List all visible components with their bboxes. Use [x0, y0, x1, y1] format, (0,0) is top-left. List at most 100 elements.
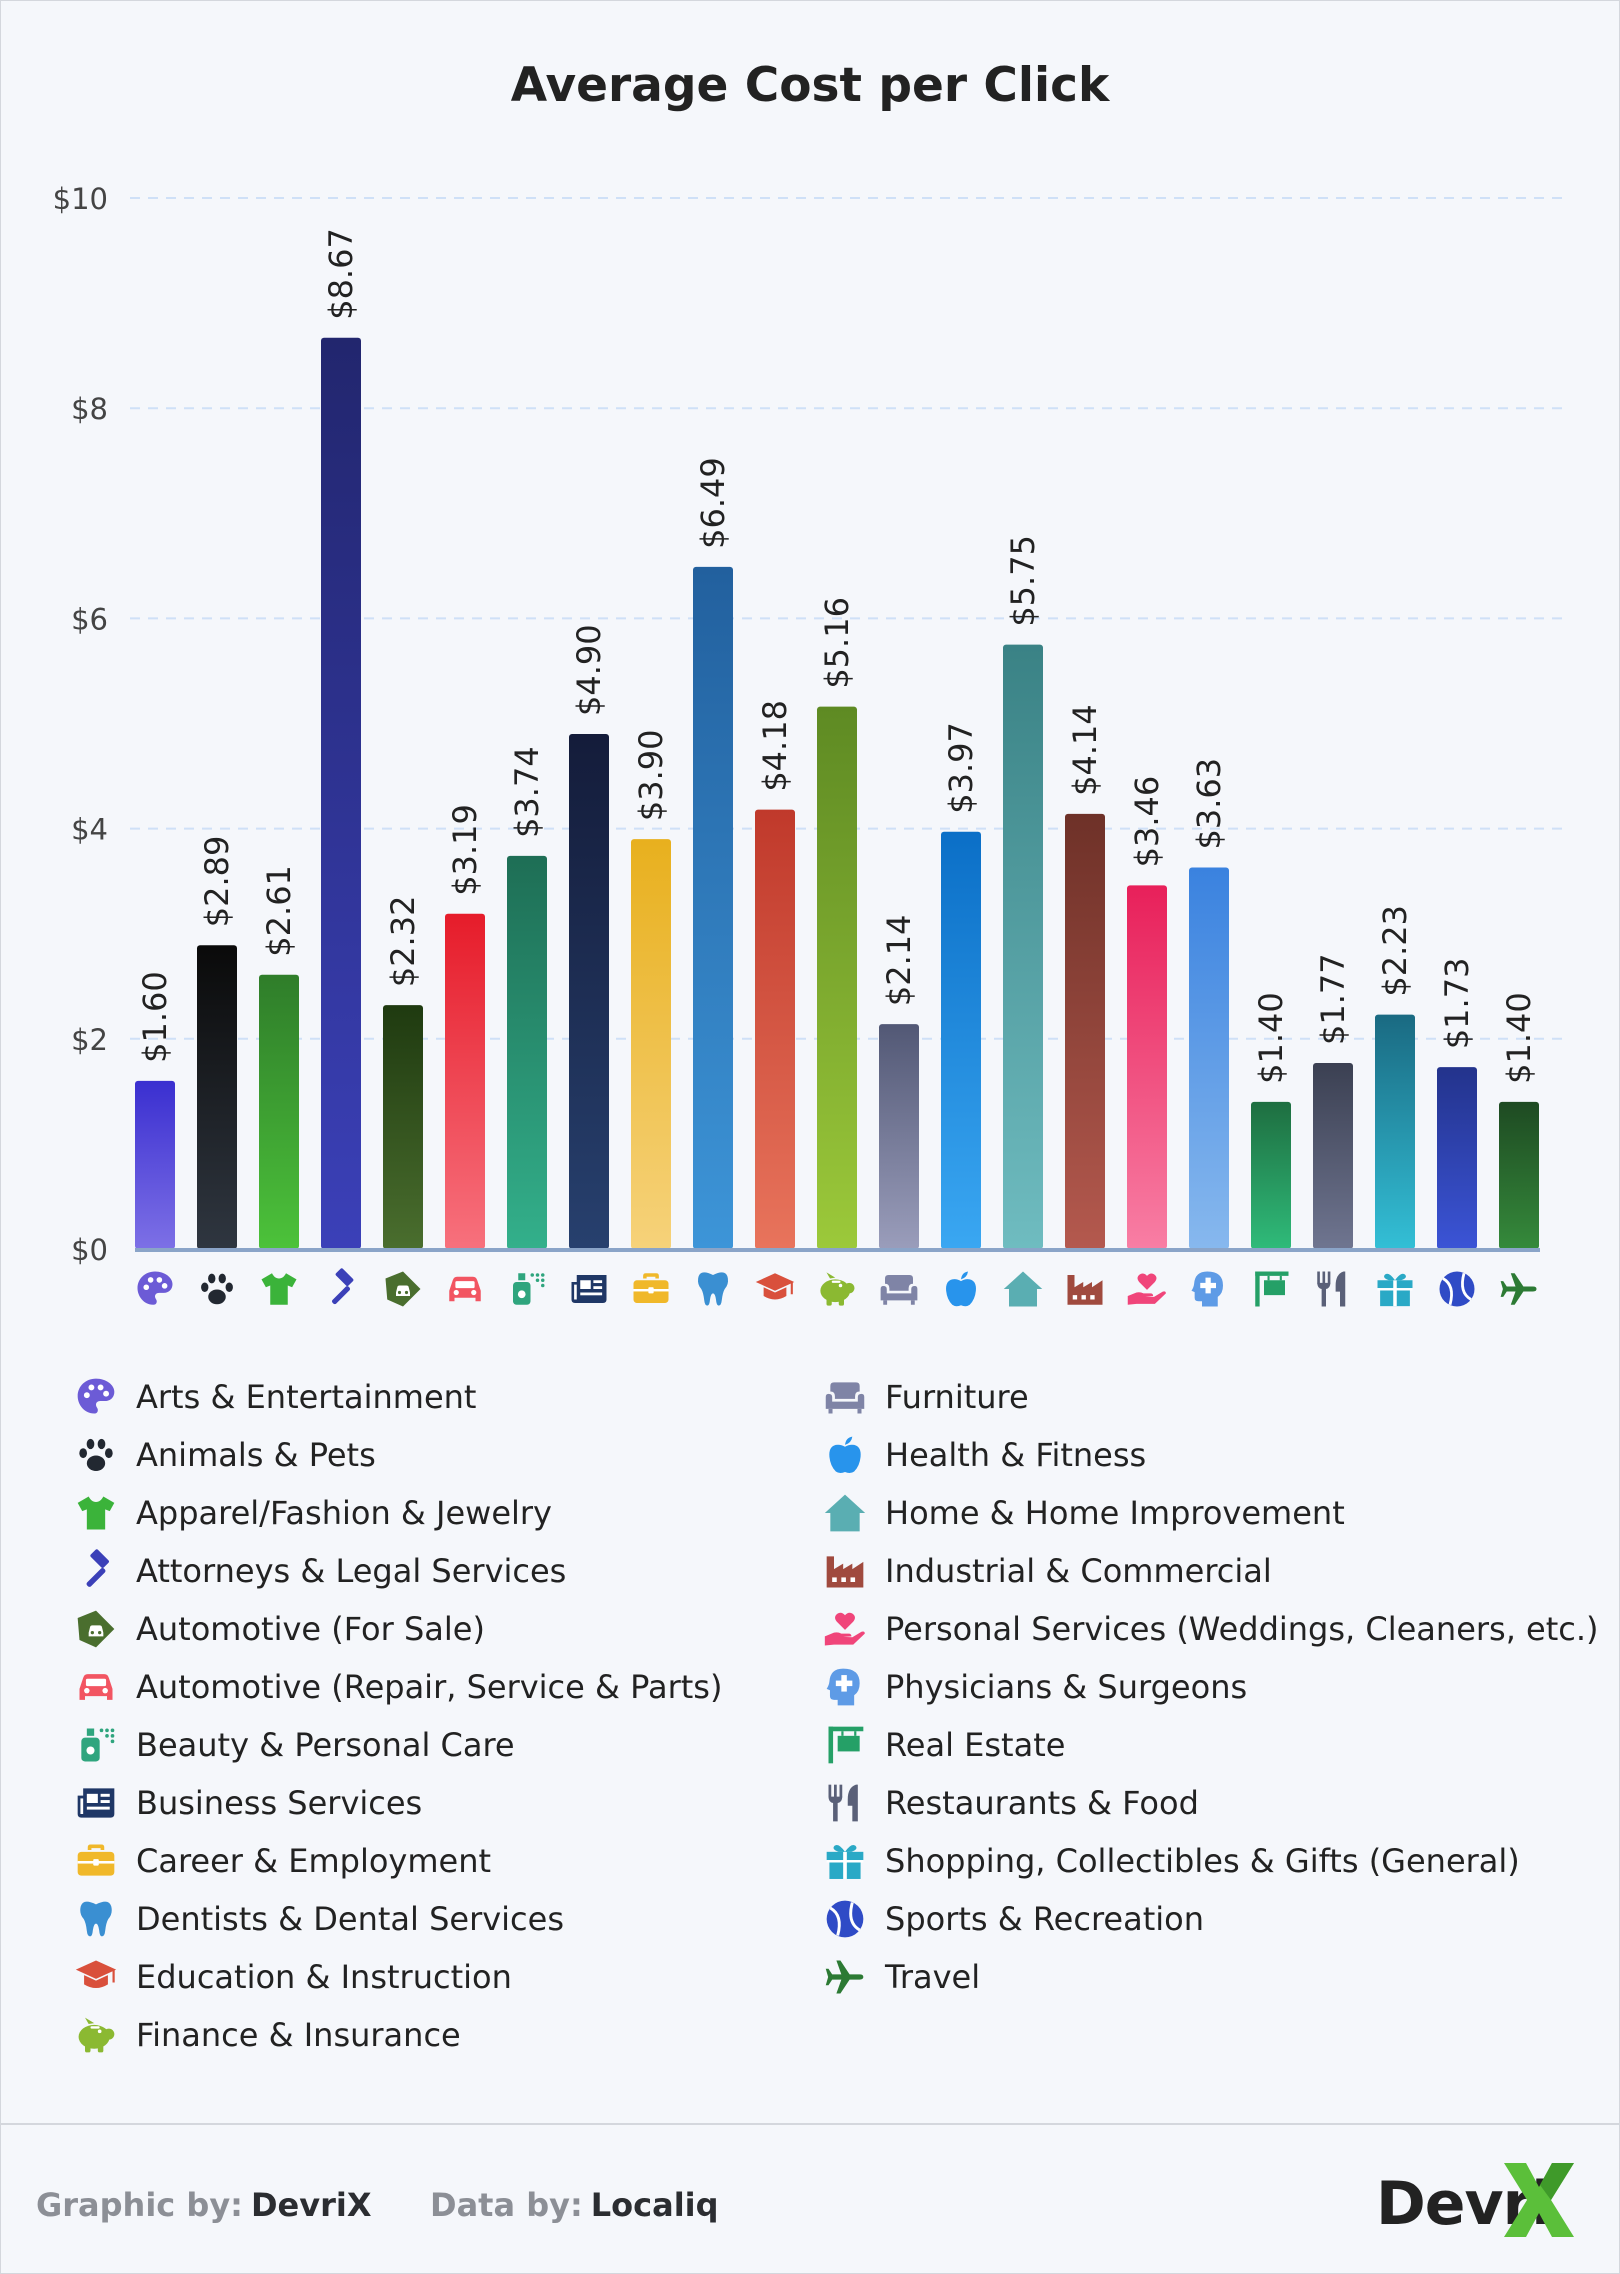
bar-value-label: $3.90 — [632, 730, 670, 822]
bar — [1127, 885, 1167, 1249]
legend-item: Industrial & Commercial — [823, 1542, 1599, 1600]
plane-icon — [1500, 1273, 1537, 1305]
bar — [817, 706, 857, 1249]
bar — [1003, 644, 1043, 1249]
bar-value-label: $4.90 — [570, 624, 608, 716]
gift-icon — [1377, 1273, 1413, 1307]
industry-icon — [826, 1556, 864, 1588]
bar-value-label: $3.19 — [446, 804, 484, 896]
gavel-icon — [331, 1268, 354, 1305]
legend-label: Health & Fitness — [885, 1436, 1147, 1474]
legend-item: Automotive (For Sale) — [74, 1600, 722, 1658]
perfume-icon — [513, 1273, 545, 1305]
graphic-by-value: DevriX — [250, 2186, 372, 2224]
bar — [1437, 1067, 1477, 1249]
legend-label: Sports & Recreation — [885, 1900, 1204, 1938]
bar-value-label: $1.40 — [1500, 992, 1538, 1084]
palette-icon — [77, 1378, 115, 1414]
legend-label: Shopping, Collectibles & Gifts (General) — [885, 1842, 1520, 1880]
legend-label: Education & Instruction — [136, 1958, 512, 1996]
legend-left-column: Arts & Entertainment Animals & Pets Appare… — [74, 1368, 722, 2064]
tshirt-icon — [261, 1273, 297, 1305]
bar — [507, 855, 547, 1249]
legend-item: Shopping, Collectibles & Gifts (General) — [823, 1832, 1599, 1890]
legend-item: Apparel/Fashion & Jewelry — [74, 1484, 722, 1542]
bar — [383, 1005, 423, 1249]
legend-item: Health & Fitness — [823, 1426, 1599, 1484]
bar-value-label: $1.73 — [1438, 958, 1476, 1050]
data-by-label: Data by: — [430, 2186, 583, 2224]
bar-value-label: $5.75 — [1004, 535, 1042, 627]
industry-icon — [1067, 1275, 1103, 1305]
bar — [1251, 1101, 1291, 1249]
bar — [755, 809, 795, 1249]
piggy-bank-icon — [820, 1272, 855, 1306]
legend-item: Career & Employment — [74, 1832, 722, 1890]
bar-value-label: $2.14 — [880, 914, 918, 1006]
legend-item: Real Estate — [823, 1716, 1599, 1774]
paw-icon — [79, 1438, 113, 1471]
bar-value-label: $4.18 — [756, 700, 794, 792]
bar-value-label: $2.23 — [1376, 905, 1414, 997]
legend-label: Business Services — [136, 1784, 423, 1822]
bar-value-label: $4.14 — [1066, 704, 1104, 796]
legend-item: Furniture — [823, 1368, 1599, 1426]
utensils-icon — [1317, 1271, 1346, 1307]
legend-label: Restaurants & Food — [885, 1784, 1199, 1822]
y-tick-label: $2 — [71, 1023, 108, 1057]
car-tag-icon — [77, 1610, 115, 1648]
apple-icon — [946, 1271, 976, 1307]
ball-icon — [1439, 1271, 1475, 1307]
hand-heart-icon — [824, 1612, 865, 1646]
graphic-credit: Graphic by: DevriX — [36, 2186, 372, 2224]
perfume-icon — [81, 1728, 115, 1762]
bar-value-label: $1.77 — [1314, 953, 1352, 1045]
legend-item: Finance & Insurance — [74, 2006, 722, 2064]
bar-value-label: $3.63 — [1190, 758, 1228, 850]
briefcase-icon — [633, 1273, 669, 1303]
bar — [259, 974, 299, 1249]
bar — [693, 566, 733, 1249]
couch-icon — [825, 1382, 865, 1414]
bar — [135, 1080, 175, 1249]
legend-label: Career & Employment — [136, 1842, 492, 1880]
y-tick-label: $0 — [71, 1233, 108, 1267]
bar-chart: $0 $2 $4 $6 $8 $10 $1.60 $2.89 $2.61 $8.67 $2.32 $3… — [53, 182, 1563, 1307]
legend-label: Dentists & Dental Services — [136, 1900, 564, 1938]
sign-icon — [828, 1726, 864, 1764]
car-icon — [449, 1276, 481, 1302]
legend-label: Industrial & Commercial — [885, 1552, 1272, 1590]
briefcase-icon — [77, 1844, 115, 1876]
bar-value-label: $8.67 — [322, 228, 360, 320]
newspaper-icon — [571, 1275, 607, 1303]
legend-item: Dentists & Dental Services — [74, 1890, 722, 1948]
legend-item: Sports & Recreation — [823, 1890, 1599, 1948]
paw-icon — [201, 1273, 233, 1305]
legend-item: Attorneys & Legal Services — [74, 1542, 722, 1600]
legend-item: Automotive (Repair, Service & Parts) — [74, 1658, 722, 1716]
bar — [197, 945, 237, 1249]
graphic-by-label: Graphic by: — [36, 2186, 243, 2224]
bar-value-label: $2.61 — [260, 865, 298, 957]
legend-label: Travel — [885, 1958, 981, 1996]
legend-label: Beauty & Personal Care — [136, 1726, 515, 1764]
legend-right-column: Furniture Health & Fitness Home & Home Imp… — [823, 1368, 1599, 2006]
bar — [321, 337, 361, 1249]
car-tag-icon — [385, 1271, 421, 1307]
gavel-icon — [86, 1549, 109, 1587]
data-credit: Data by: Localiq — [430, 2186, 719, 2224]
bar — [1313, 1062, 1353, 1249]
data-by-value: Localiq — [590, 2186, 719, 2224]
utensils-icon — [828, 1784, 858, 1822]
apple-icon — [829, 1436, 861, 1474]
ball-icon — [826, 1900, 864, 1938]
house-icon — [824, 1494, 866, 1532]
hand-heart-icon — [1127, 1273, 1166, 1305]
sign-icon — [1255, 1271, 1289, 1307]
bar-value-label: $1.40 — [1252, 992, 1290, 1084]
graduation-cap-icon — [75, 1960, 117, 1988]
bar-value-label: $2.89 — [198, 836, 236, 928]
legend-label: Apparel/Fashion & Jewelry — [136, 1494, 552, 1532]
bar — [879, 1024, 919, 1249]
legend-item: Physicians & Surgeons — [823, 1658, 1599, 1716]
